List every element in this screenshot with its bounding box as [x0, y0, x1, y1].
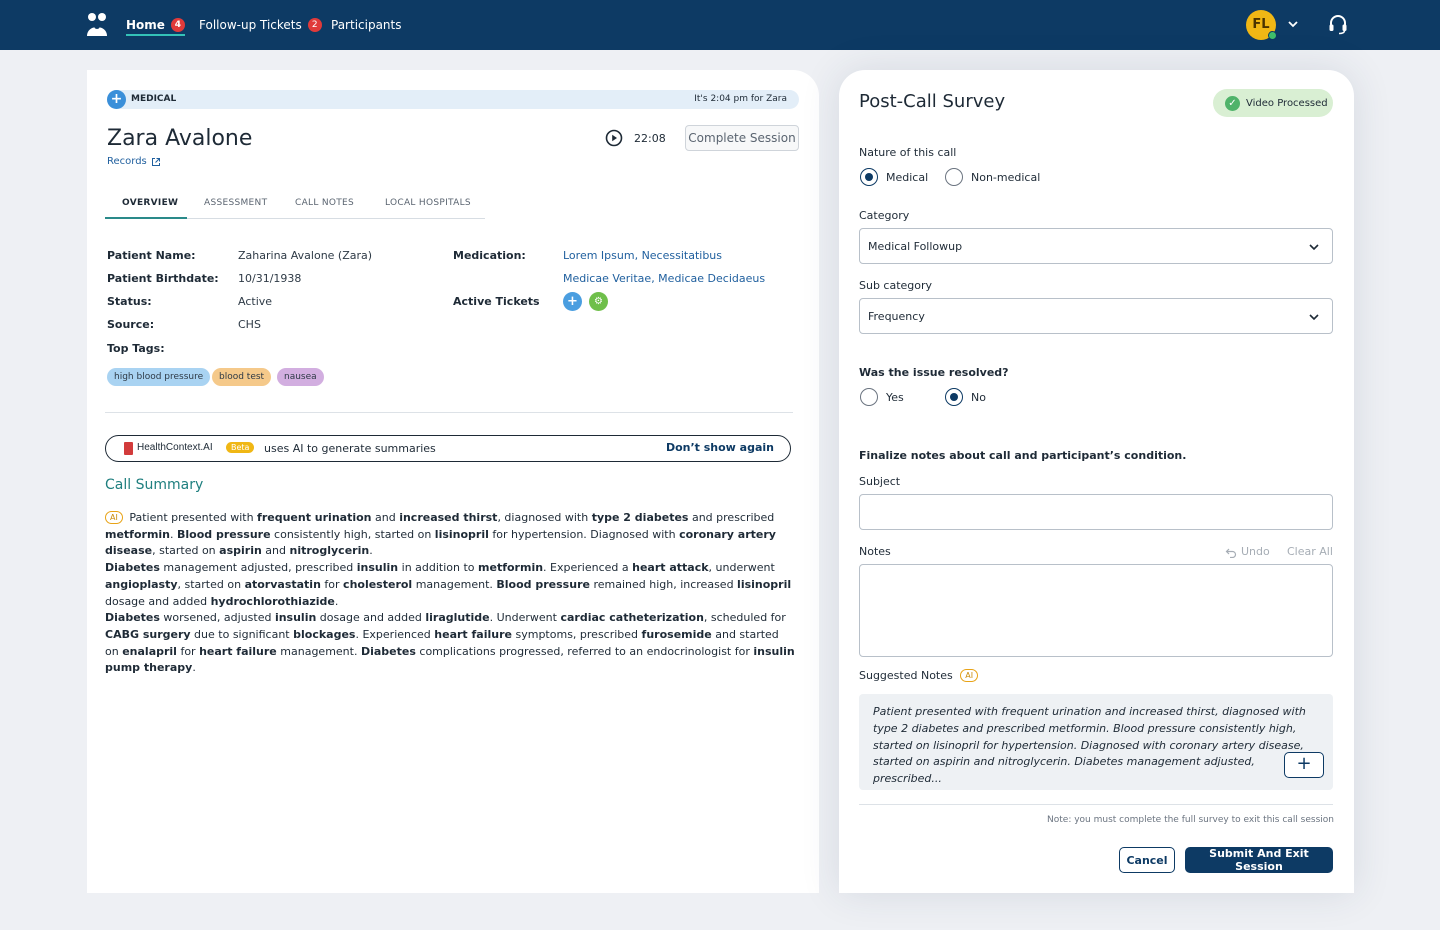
suggested-notes-label: Suggested Notes AI — [859, 669, 981, 682]
patient-panel: + MEDICAL It's 2:04 pm for Zara Zara Ava… — [87, 70, 819, 893]
clear-all-button[interactable]: Clear All — [1287, 545, 1333, 558]
nature-medical-radio[interactable]: Medical — [860, 168, 928, 186]
medication-label: Medication: — [453, 249, 526, 262]
nav-participants[interactable]: Participants — [331, 18, 402, 32]
subject-input[interactable] — [859, 494, 1333, 530]
subcategory-select[interactable]: Frequency — [859, 298, 1333, 334]
suggested-notes-text: Patient presented with frequent urinatio… — [873, 705, 1306, 786]
subcategory-label: Sub category — [859, 279, 933, 292]
check-circle-icon: ✓ — [1225, 95, 1240, 111]
tag-chip[interactable]: nausea — [277, 368, 324, 386]
headset-icon[interactable] — [1327, 13, 1349, 35]
birthdate-value: 10/31/1938 — [238, 272, 302, 285]
patient-name-label: Patient Name: — [107, 249, 196, 262]
active-tickets-label: Active Tickets — [453, 295, 540, 308]
cancel-button[interactable]: Cancel — [1119, 847, 1175, 873]
app-logo-icon[interactable] — [86, 12, 108, 38]
healthcontext-logo-icon — [124, 442, 133, 455]
undo-icon — [1225, 548, 1237, 558]
tab-call-notes[interactable]: CALL NOTES — [295, 198, 355, 208]
patient-name-heading: Zara Avalone — [107, 126, 253, 151]
call-summary-text: AI Patient presented with frequent urina… — [105, 511, 795, 675]
source-label: Source: — [107, 318, 155, 331]
play-icon[interactable] — [605, 129, 623, 147]
birthdate-label: Patient Birthdate: — [107, 272, 219, 285]
medical-plus-icon: + — [107, 90, 126, 109]
medical-ticket-icon[interactable]: + — [563, 292, 582, 311]
ai-notice-bar: HealthContext.AI Beta uses AI to generat… — [105, 435, 791, 462]
top-tags-label: Top Tags: — [107, 342, 165, 355]
call-category: MEDICAL — [131, 94, 177, 104]
beta-badge: Beta — [226, 442, 255, 453]
notes-textarea[interactable] — [859, 564, 1333, 657]
footer-divider — [859, 804, 1333, 805]
ai-badge: AI — [960, 669, 979, 682]
chevron-down-icon[interactable] — [1286, 17, 1300, 31]
survey-title: Post-Call Survey — [859, 91, 1006, 112]
tab-local-hospitals[interactable]: LOCAL HOSPITALS — [385, 198, 471, 208]
call-type-banner: + MEDICAL It's 2:04 pm for Zara — [107, 90, 799, 109]
suggested-notes-box: Patient presented with frequent urinatio… — [859, 694, 1333, 790]
nav-home[interactable]: Home 4 — [126, 0, 185, 50]
top-navbar: Home 4 Follow-up Tickets 2 Participants … — [0, 0, 1440, 50]
ai-badge: AI — [105, 511, 123, 524]
status-value: Active — [238, 295, 273, 308]
ai-brand-name: HealthContext.AI — [137, 442, 213, 453]
dont-show-again-link[interactable]: Don’t show again — [665, 441, 774, 454]
gear-ticket-icon[interactable]: ⚙ — [589, 292, 608, 311]
nature-nonmedical-radio[interactable]: Non-medical — [945, 168, 1040, 186]
radio-unselected[interactable] — [945, 168, 963, 186]
post-call-survey-panel: Post-Call Survey ✓ Video Processed Natur… — [839, 70, 1354, 893]
local-time: It's 2:04 pm for Zara — [694, 94, 787, 104]
radio-selected[interactable] — [860, 168, 878, 186]
nav-followup-tickets[interactable]: Follow-up Tickets 2 — [199, 0, 322, 50]
medication-link-2[interactable]: Medicae Veritae, Medicae Decidaeus — [563, 272, 766, 285]
medication-link-1[interactable]: Lorem Ipsum, Necessitatibus — [563, 249, 723, 262]
add-suggestion-button[interactable]: + — [1284, 752, 1324, 778]
notes-label: Notes — [859, 545, 891, 558]
subject-label: Subject — [859, 475, 901, 488]
chevron-down-icon — [1309, 244, 1319, 251]
tag-chip[interactable]: blood test — [212, 368, 272, 386]
resolved-question: Was the issue resolved? — [859, 366, 1009, 379]
category-select[interactable]: Medical Followup — [859, 228, 1333, 264]
survey-footnote: Note: you must complete the full survey … — [1047, 815, 1334, 825]
user-avatar[interactable]: FL — [1246, 10, 1277, 40]
followup-count-badge: 2 — [307, 18, 322, 32]
call-summary-heading: Call Summary — [105, 477, 204, 493]
complete-session-button[interactable]: Complete Session — [685, 125, 799, 151]
online-status-dot — [1268, 31, 1277, 40]
status-label: Status: — [107, 295, 152, 308]
undo-button[interactable]: Undo — [1225, 545, 1270, 558]
external-link-icon — [151, 157, 160, 166]
resolved-yes-radio[interactable]: Yes — [860, 388, 904, 406]
active-tab-indicator — [105, 217, 187, 219]
video-processed-badge: ✓ Video Processed — [1213, 89, 1333, 117]
submit-exit-button[interactable]: Submit And Exit Session — [1185, 847, 1333, 873]
home-count-badge: 4 — [170, 18, 185, 32]
source-value: CHS — [238, 318, 261, 331]
ai-notice-text: uses AI to generate summaries — [264, 442, 436, 455]
nature-of-call-label: Nature of this call — [859, 146, 957, 159]
resolved-no-radio[interactable]: No — [945, 388, 986, 406]
patient-tabs: OVERVIEW ASSESSMENT CALL NOTES LOCAL HOS… — [105, 192, 485, 219]
tab-overview[interactable]: OVERVIEW — [122, 198, 179, 208]
records-link[interactable]: Records — [107, 156, 161, 167]
chevron-down-icon — [1309, 314, 1319, 321]
tag-chip[interactable]: high blood pressure — [107, 368, 211, 386]
section-divider — [105, 412, 793, 413]
call-timer: 22:08 — [634, 132, 666, 145]
radio-unselected[interactable] — [860, 388, 878, 406]
category-label: Category — [859, 209, 910, 222]
tab-assessment[interactable]: ASSESSMENT — [204, 198, 268, 208]
radio-selected[interactable] — [945, 388, 963, 406]
patient-name-value: Zaharina Avalone (Zara) — [238, 249, 373, 262]
finalize-notes-label: Finalize notes about call and participan… — [859, 449, 1187, 462]
